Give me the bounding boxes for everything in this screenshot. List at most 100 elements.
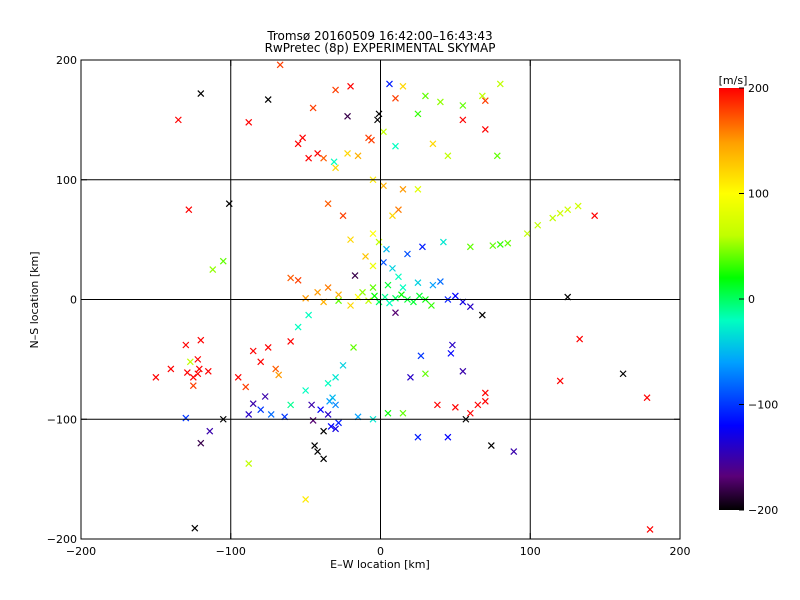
x-tick-label: 200 <box>670 545 691 558</box>
data-point <box>392 309 399 317</box>
data-point <box>324 284 332 291</box>
data-point <box>351 272 359 279</box>
data-point <box>324 200 332 208</box>
colorbar-tick-label: 0 <box>748 293 755 306</box>
data-point <box>447 349 455 357</box>
data-point <box>189 382 197 390</box>
data-point <box>375 238 383 246</box>
data-point <box>339 361 347 369</box>
data-point <box>383 245 390 253</box>
data-point <box>294 140 302 148</box>
data-point <box>448 341 456 349</box>
data-point <box>191 524 199 532</box>
data-point <box>496 240 504 248</box>
data-point <box>332 401 339 409</box>
data-point <box>302 496 310 503</box>
data-point <box>556 209 564 217</box>
data-point <box>371 292 378 300</box>
data-point <box>369 284 377 291</box>
data-point <box>419 243 426 251</box>
data-point <box>375 110 383 118</box>
data-point <box>275 371 283 379</box>
data-point <box>327 423 335 430</box>
data-point <box>335 297 342 305</box>
colorbar-label: [m/s] <box>719 74 748 87</box>
data-point <box>422 92 429 100</box>
data-point <box>287 401 295 409</box>
data-point <box>234 373 242 381</box>
data-point <box>267 411 275 418</box>
x-tick-label: −100 <box>216 545 246 558</box>
data-point <box>399 82 407 90</box>
y-axis-ticks: 200 100 0 −100 −200 <box>47 54 680 546</box>
data-point <box>189 373 197 381</box>
data-point <box>332 373 339 381</box>
data-point <box>395 273 402 281</box>
data-point <box>389 212 396 220</box>
data-point <box>481 389 489 397</box>
data-point <box>174 116 182 124</box>
data-point <box>422 370 429 378</box>
data-point <box>380 258 387 266</box>
data-point <box>261 393 269 400</box>
data-point <box>347 302 354 309</box>
data-point <box>347 236 354 244</box>
data-point <box>576 335 584 343</box>
data-point <box>414 185 422 193</box>
x-tick-label: 0 <box>377 545 384 558</box>
data-point <box>195 365 203 373</box>
data-point <box>591 212 599 220</box>
data-point <box>407 373 414 381</box>
y-tick-label: −100 <box>47 413 77 426</box>
chart-subtitle: RwPretec (8p) EXPERIMENTAL SKYMAP <box>265 41 496 55</box>
data-point <box>646 525 654 533</box>
data-point <box>429 140 437 148</box>
data-point <box>459 116 467 124</box>
data-point <box>167 365 175 373</box>
data-point <box>182 341 190 349</box>
data-point <box>311 442 319 450</box>
data-point <box>439 238 447 246</box>
data-point <box>287 337 295 345</box>
data-point <box>314 448 322 456</box>
data-point <box>478 92 486 100</box>
data-point <box>206 427 214 435</box>
data-point <box>320 154 328 162</box>
data-point <box>197 336 205 344</box>
data-point <box>339 212 347 220</box>
data-point <box>389 264 396 272</box>
data-point <box>320 455 328 463</box>
data-point <box>245 118 253 126</box>
data-point <box>386 299 393 307</box>
data-point <box>324 411 332 418</box>
data-point <box>534 221 542 229</box>
data-point <box>294 276 302 284</box>
chart-title: Tromsø 20160509 16:42:00–16:43:43 <box>266 29 492 43</box>
data-point <box>384 281 392 289</box>
colorbar-tick-label: 100 <box>748 188 769 201</box>
data-point <box>362 252 369 260</box>
data-point <box>335 419 342 427</box>
data-point <box>194 355 202 363</box>
data-point <box>489 242 497 250</box>
data-point <box>186 358 194 366</box>
data-point <box>619 370 627 378</box>
data-point <box>416 292 423 300</box>
y-tick-label: 100 <box>56 174 77 187</box>
data-point <box>380 128 387 136</box>
data-point <box>414 433 422 441</box>
data-point <box>330 158 338 166</box>
data-point <box>451 403 459 411</box>
data-point <box>257 358 265 366</box>
colorbar-tick-label: 200 <box>748 82 769 95</box>
data-point <box>493 152 501 160</box>
data-point <box>185 206 193 214</box>
data-point <box>314 149 322 157</box>
grid-lines <box>81 60 680 539</box>
data-point <box>359 288 366 296</box>
x-tick-label: −200 <box>66 545 96 558</box>
data-point <box>365 297 372 305</box>
data-point <box>225 200 233 208</box>
data-point <box>183 369 191 376</box>
data-point <box>344 149 351 157</box>
